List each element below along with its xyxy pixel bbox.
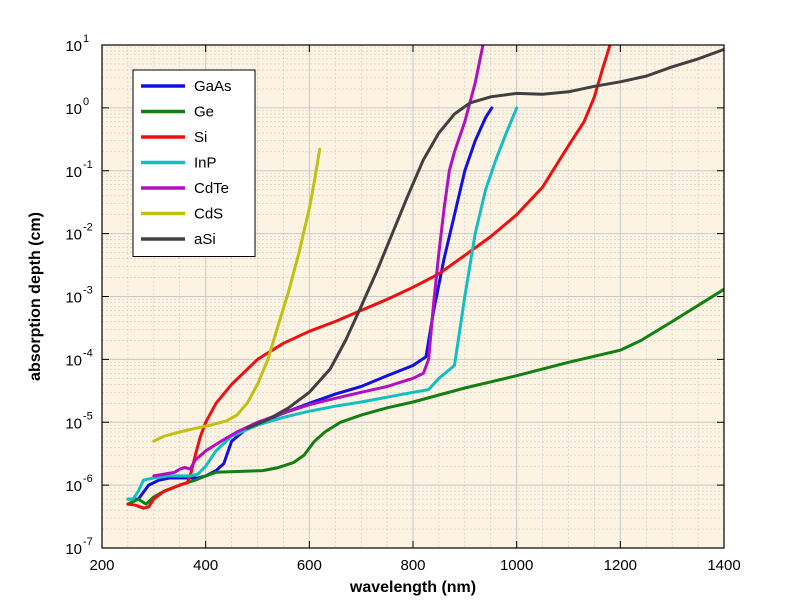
y-tick-exponent: -7 — [83, 536, 93, 548]
y-tick-label: 10 — [65, 227, 82, 244]
y-tick-exponent: -2 — [83, 222, 93, 234]
series-line-si — [126, 45, 612, 510]
x-axis-label: wavelength (nm) — [349, 579, 476, 596]
y-tick-label: 10 — [65, 101, 82, 118]
x-tick-label: 600 — [297, 557, 322, 574]
series-group — [126, 45, 724, 510]
grid — [102, 45, 724, 548]
y-tick-label: 10 — [65, 415, 82, 432]
y-tick-label: 10 — [65, 541, 82, 558]
series-line-asi — [245, 47, 724, 430]
legend-label-cdte: CdTe — [194, 180, 229, 197]
x-tick-label: 200 — [89, 557, 114, 574]
legend-label-si: Si — [194, 129, 207, 146]
y-tick-exponent: -6 — [83, 473, 93, 485]
y-tick-label: 10 — [65, 352, 82, 369]
y-tick-label: 10 — [65, 478, 82, 495]
y-tick-exponent: 0 — [83, 96, 89, 108]
legend-label-inp: InP — [194, 155, 217, 172]
y-tick-exponent: -5 — [83, 410, 93, 422]
x-tick-label: 1200 — [604, 557, 637, 574]
y-tick-label: 10 — [65, 164, 82, 181]
y-tick-exponent: -3 — [83, 285, 93, 297]
y-axis-label: absorption depth (cm) — [27, 212, 44, 381]
x-tick-label: 800 — [400, 557, 425, 574]
series-line-inp — [126, 106, 519, 501]
y-tick-exponent: -1 — [83, 159, 93, 171]
y-tick-exponent: -4 — [83, 347, 93, 359]
x-tick-label: 1400 — [707, 557, 740, 574]
legend-label-ge: Ge — [194, 104, 214, 121]
x-tick-label: 400 — [193, 557, 218, 574]
series-line-cds — [152, 147, 322, 443]
series-line-cdte — [152, 45, 485, 478]
y-tick-label: 10 — [65, 38, 82, 55]
legend-label-asi: aSi — [194, 231, 216, 248]
y-tick-label: 10 — [65, 290, 82, 307]
legend: GaAs Ge Si InP CdTe CdS aSi — [132, 69, 256, 257]
legend-label-gaas: GaAs — [194, 78, 232, 95]
y-tick-exponent: 1 — [83, 33, 89, 45]
axis-ticks — [101, 44, 725, 549]
x-tick-label: 1000 — [500, 557, 533, 574]
legend-label-cds: CdS — [194, 206, 223, 223]
tick-labels: 200 400 600 800 1000 1200 140010-710-610-510-4… — [65, 33, 740, 574]
